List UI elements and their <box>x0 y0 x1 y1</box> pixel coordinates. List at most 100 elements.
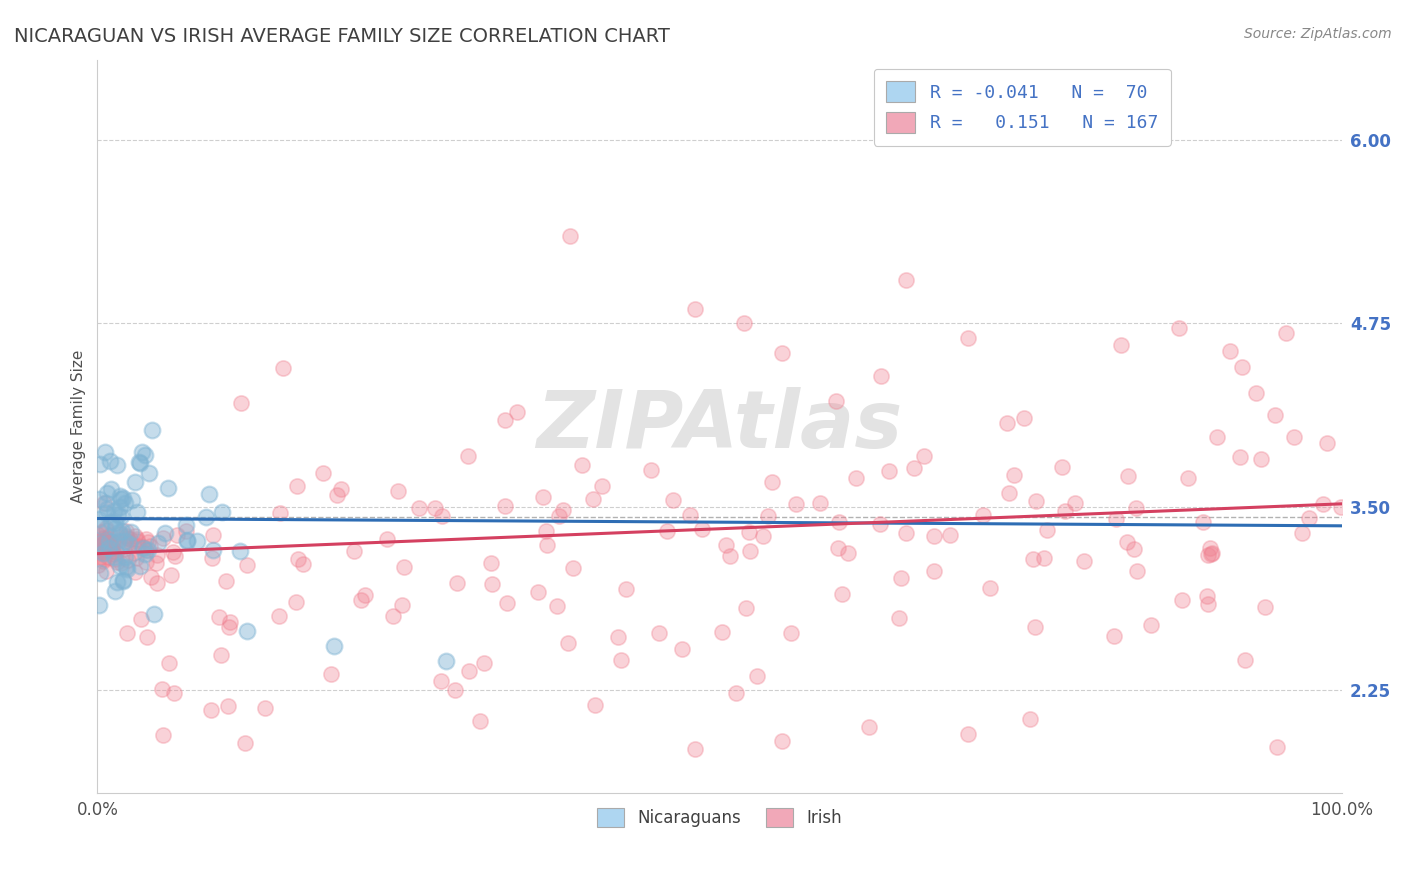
Point <box>761 475 783 489</box>
Point <box>583 698 606 712</box>
Point <box>869 369 891 384</box>
Point <box>105 555 128 569</box>
Point <box>105 575 128 590</box>
Point <box>1197 597 1219 611</box>
Point <box>679 508 702 523</box>
Point <box>1033 550 1056 565</box>
Point <box>527 585 550 599</box>
Point <box>495 596 517 610</box>
Point <box>1201 546 1223 560</box>
Point <box>134 548 156 562</box>
Point <box>117 531 139 545</box>
Point <box>1267 739 1289 754</box>
Point <box>457 449 479 463</box>
Point <box>430 674 453 689</box>
Point <box>115 524 138 538</box>
Point <box>505 405 527 419</box>
Point <box>166 528 188 542</box>
Point <box>1275 326 1298 340</box>
Point <box>1126 564 1149 578</box>
Point <box>211 505 233 519</box>
Point <box>97 549 120 564</box>
Point <box>138 466 160 480</box>
Point <box>174 517 197 532</box>
Point <box>387 484 409 499</box>
Point <box>938 528 960 542</box>
Point <box>734 600 756 615</box>
Point <box>124 529 146 543</box>
Point <box>647 626 669 640</box>
Point <box>640 463 662 477</box>
Point <box>94 564 117 578</box>
Point <box>269 506 291 520</box>
Point <box>152 531 174 545</box>
Point <box>481 577 503 591</box>
Point <box>129 559 152 574</box>
Point <box>98 533 121 548</box>
Point <box>146 549 169 563</box>
Point <box>201 528 224 542</box>
Point <box>382 609 405 624</box>
Point <box>145 557 167 571</box>
Point <box>89 534 111 549</box>
Point <box>94 496 117 510</box>
Legend: Nicaraguans, Irish: Nicaraguans, Irish <box>589 800 851 836</box>
Point <box>86 527 108 541</box>
Point <box>218 620 240 634</box>
Point <box>779 626 801 640</box>
Point <box>103 547 125 561</box>
Point <box>93 496 115 510</box>
Point <box>118 536 141 550</box>
Point <box>752 529 775 543</box>
Point <box>1291 526 1313 541</box>
Point <box>107 533 129 548</box>
Point <box>343 544 366 558</box>
Point <box>844 471 866 485</box>
Point <box>1122 541 1144 556</box>
Text: Source: ZipAtlas.com: Source: ZipAtlas.com <box>1244 27 1392 41</box>
Point <box>112 542 135 557</box>
Point <box>831 587 853 601</box>
Point <box>837 546 859 560</box>
Point <box>124 566 146 580</box>
Point <box>127 539 149 553</box>
Point <box>738 544 761 558</box>
Point <box>1201 547 1223 561</box>
Point <box>1105 512 1128 526</box>
Point <box>233 736 256 750</box>
Point <box>432 509 454 524</box>
Point <box>202 543 225 558</box>
Point <box>671 642 693 657</box>
Point <box>90 545 112 559</box>
Point <box>1004 468 1026 483</box>
Point <box>547 509 569 524</box>
Point <box>350 593 373 607</box>
Point <box>571 458 593 473</box>
Point <box>162 544 184 558</box>
Point <box>1234 653 1257 667</box>
Point <box>94 532 117 546</box>
Point <box>557 635 579 649</box>
Point <box>1050 460 1073 475</box>
Point <box>176 534 198 549</box>
Point <box>457 664 479 678</box>
Point <box>89 566 111 580</box>
Point <box>139 570 162 584</box>
Point <box>1054 504 1077 518</box>
Point <box>1253 599 1275 614</box>
Point <box>135 532 157 546</box>
Point <box>104 551 127 566</box>
Point <box>90 542 112 557</box>
Point <box>110 524 132 539</box>
Point <box>135 542 157 557</box>
Point <box>104 584 127 599</box>
Point <box>112 573 135 587</box>
Point <box>101 538 124 552</box>
Point <box>132 541 155 556</box>
Point <box>894 272 917 286</box>
Point <box>534 524 557 539</box>
Point <box>267 608 290 623</box>
Point <box>494 499 516 513</box>
Point <box>998 486 1021 500</box>
Point <box>115 560 138 574</box>
